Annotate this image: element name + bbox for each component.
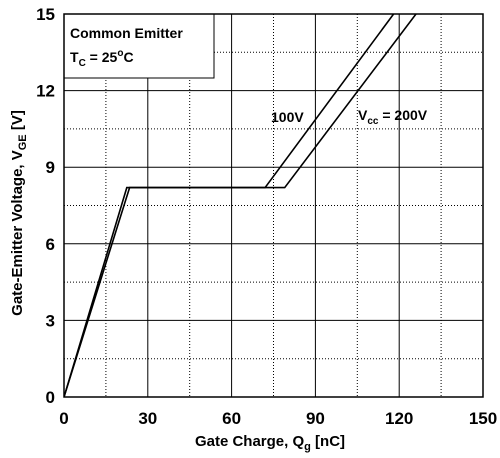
legend-t: T	[70, 49, 79, 65]
y-axis-label: Gate-Emitter Voltage, VGE [V]	[9, 110, 29, 316]
legend-box	[63, 13, 215, 79]
x-axis-label-unit: [nC]	[311, 433, 345, 450]
y-tick-label: 15	[36, 5, 55, 24]
y-axis-label-sub: GE	[17, 134, 29, 150]
x-tick-label: 30	[138, 409, 157, 428]
x-tick-label: 60	[222, 409, 241, 428]
x-tick-label: 120	[385, 409, 413, 428]
plot-frame	[63, 13, 484, 398]
series-label-200v-v: V	[358, 107, 368, 123]
x-axis-label-main: Gate Charge, Q	[195, 433, 305, 450]
legend-unit: C	[123, 49, 133, 65]
legend-deg: o	[117, 48, 123, 59]
series-label-100v: 100V	[271, 109, 304, 125]
legend-t-sub: C	[79, 58, 86, 69]
legend-line-1: Common Emitter	[70, 25, 183, 41]
curves	[64, 14, 417, 397]
x-tick-label: 0	[59, 409, 68, 428]
series-label-200v: Vcc = 200V	[358, 107, 428, 127]
y-tick-label: 3	[46, 311, 55, 330]
y-axis-label-main: Gate-Emitter Voltage, V	[9, 150, 26, 316]
y-axis-label-unit: [V]	[9, 110, 26, 134]
series-label-200v-sub: cc	[367, 116, 379, 127]
legend-eq: = 25	[86, 49, 118, 65]
y-tick-label: 6	[46, 235, 55, 254]
x-tick-labels: 0 30 60 90 120 150	[59, 409, 497, 428]
y-tick-labels: 0 3 6 9 12 15	[36, 5, 55, 407]
x-tick-label: 90	[306, 409, 325, 428]
x-axis-label: Gate Charge, Qg [nC]	[195, 433, 345, 453]
series-line-1	[64, 14, 417, 397]
y-tick-label: 9	[46, 158, 55, 177]
x-axis-label-sub: g	[304, 441, 311, 453]
x-tick-label: 150	[469, 409, 497, 428]
legend-line-2: TC = 25oC	[70, 48, 134, 69]
series-label-200v-rest: = 200V	[378, 107, 427, 123]
y-tick-label: 12	[36, 82, 55, 101]
y-tick-label: 0	[46, 388, 55, 407]
